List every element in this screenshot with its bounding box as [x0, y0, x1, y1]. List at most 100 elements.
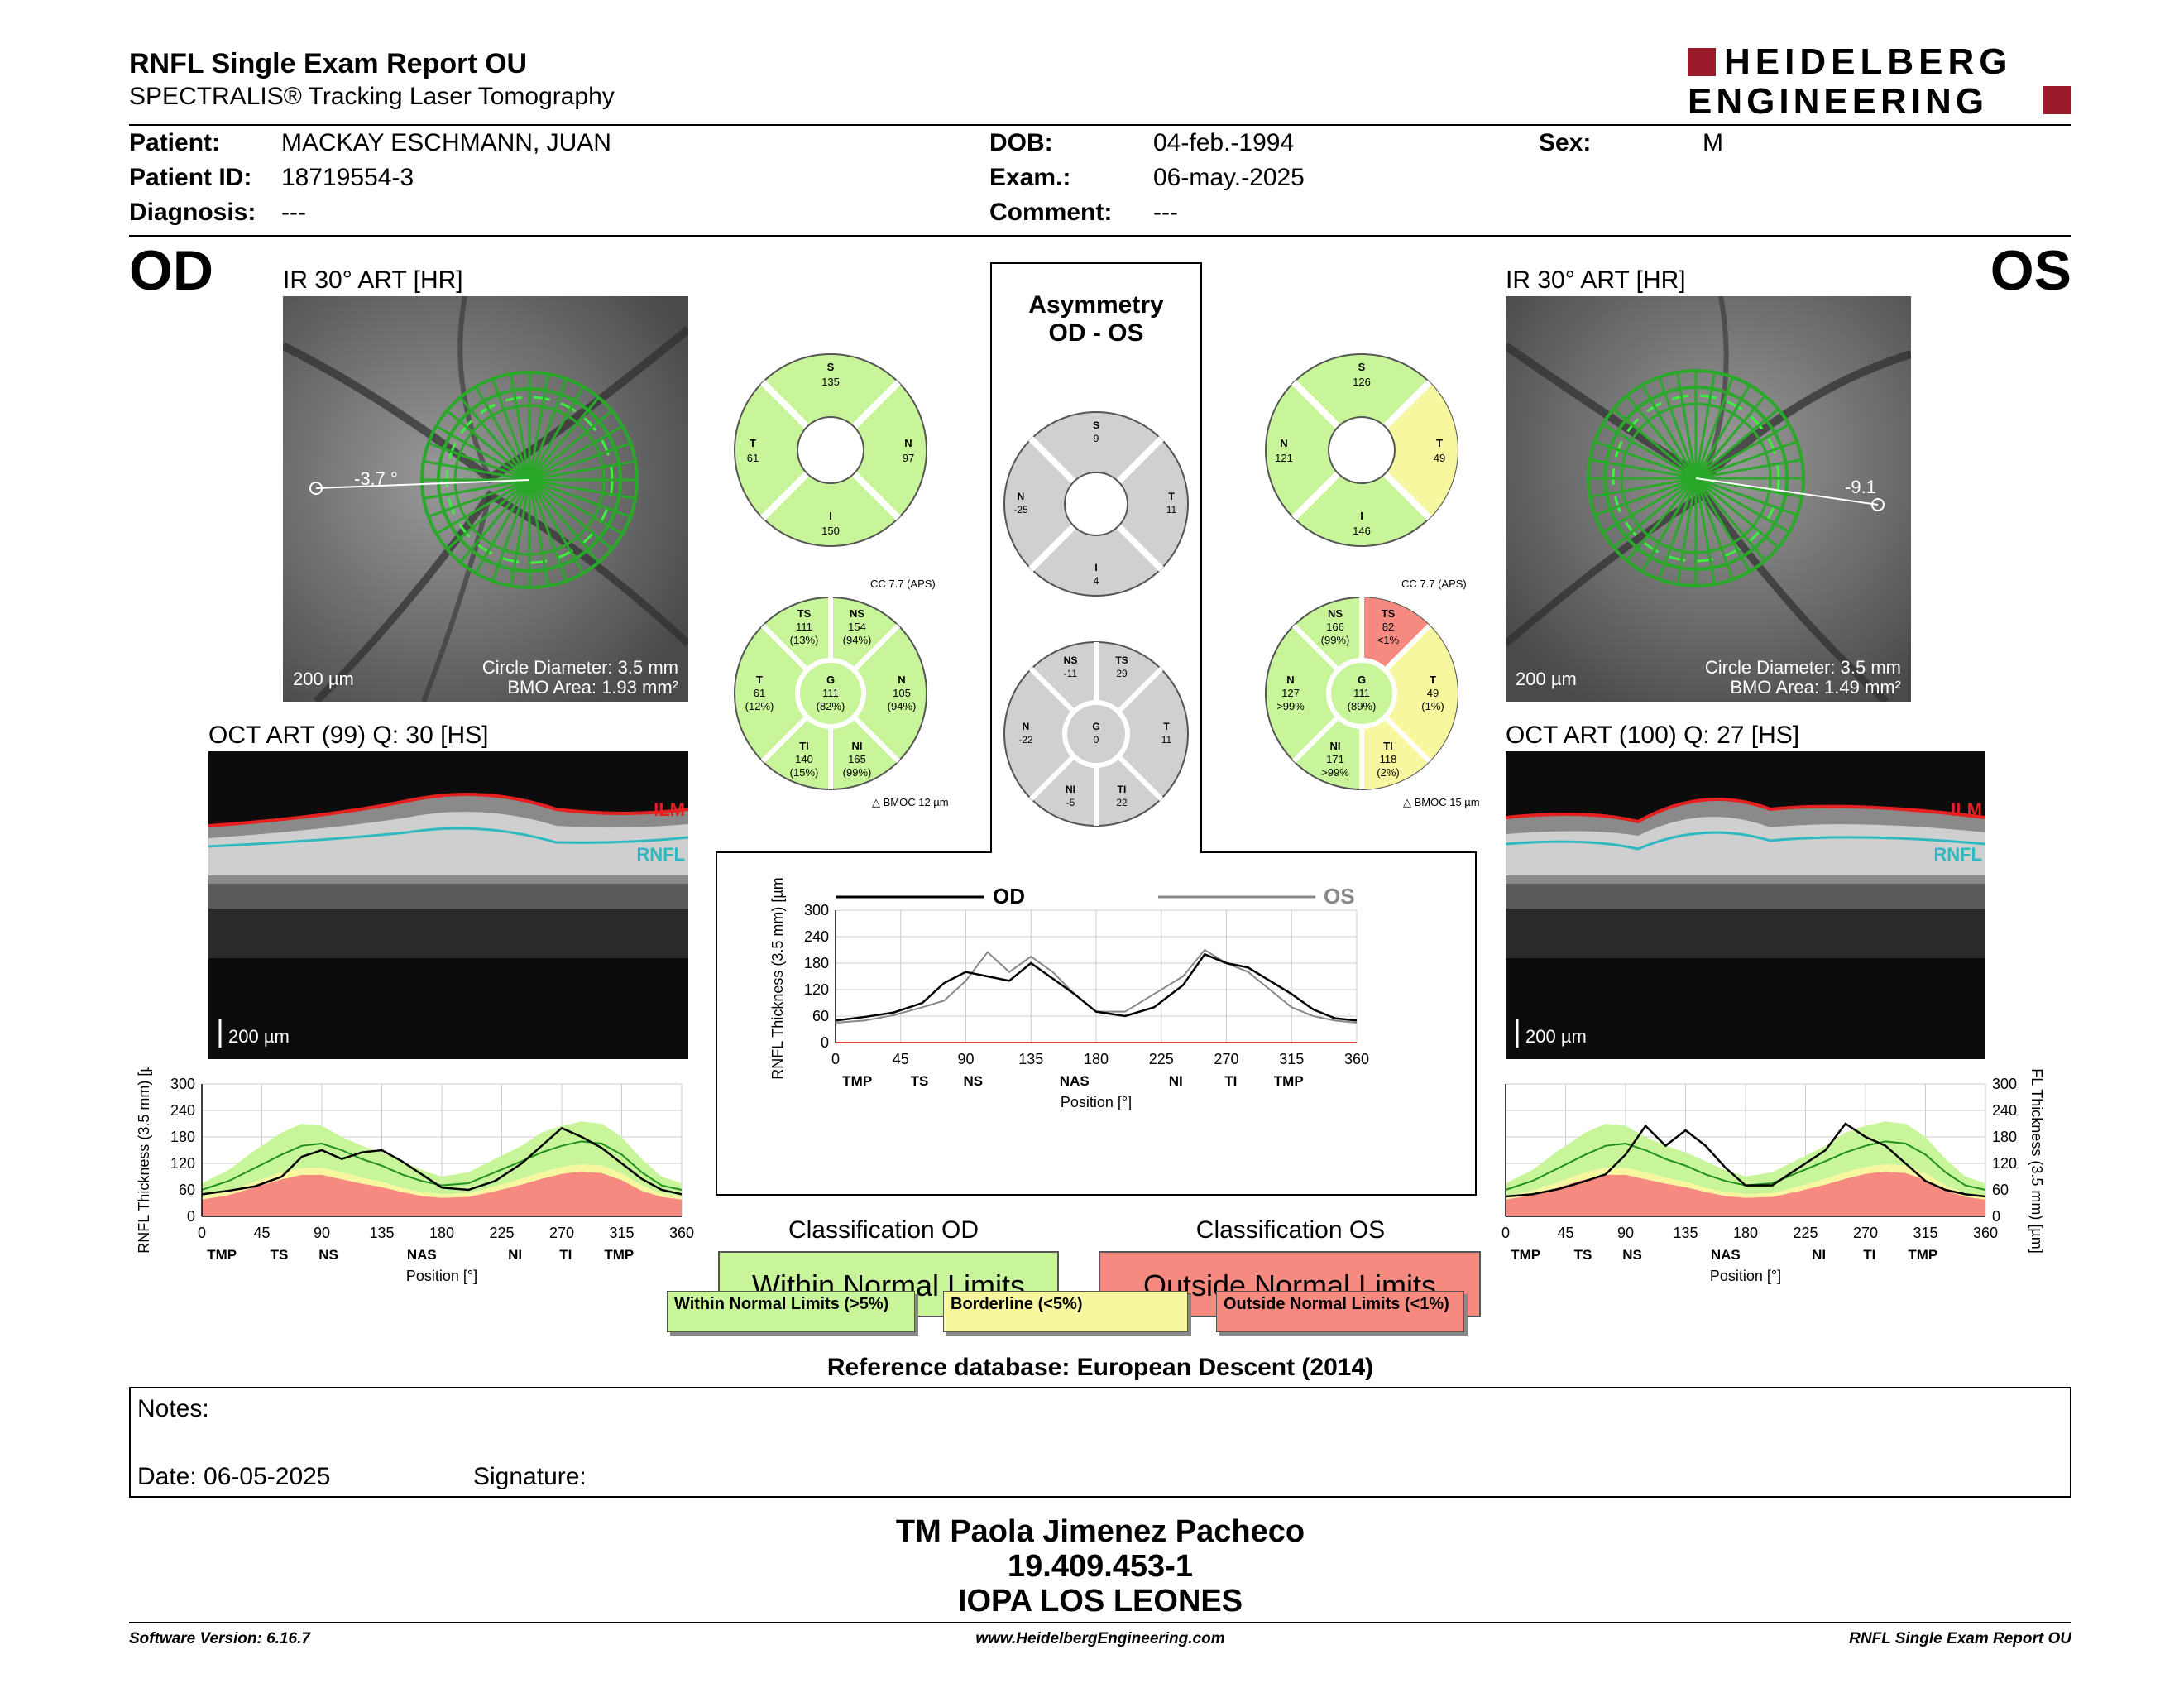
scan-spoke: [1675, 477, 1698, 585]
os6-n-pct: >99%: [1276, 700, 1305, 712]
region-label: TMP: [1511, 1247, 1540, 1263]
od-sector-chart: TS 111 (13%) NS 154 (94%) T 61 (12%) G 1…: [734, 597, 927, 790]
patient-label: Patient:: [129, 129, 221, 156]
od-oct-title: OCT ART (99) Q: 30 [HS]: [208, 722, 489, 749]
od6-ti-value: 140: [795, 753, 813, 765]
x-tick-label: 135: [369, 1225, 394, 1241]
region-label: TS: [1574, 1247, 1592, 1263]
od6-ns-name: NS: [850, 607, 864, 620]
svg-text:N: N: [1280, 437, 1287, 449]
od-cc-label: CC 7.7 (APS): [870, 578, 936, 590]
os-scale-text: 200 µm: [1516, 669, 1577, 689]
borderline-band: [202, 1164, 682, 1200]
notes-box: Notes: Date: 06-05-2025 Signature:: [129, 1387, 2071, 1498]
scan-spoke: [1612, 408, 1697, 480]
scan-spoke: [1640, 384, 1698, 479]
od6-ni-value: 165: [848, 753, 866, 765]
od6-ns-value: 154: [848, 621, 866, 633]
scan-spoke: [1694, 477, 1766, 562]
od-circle-diameter: Circle Diameter: 3.5 mm: [482, 657, 678, 678]
y-tick-label: 0: [1992, 1208, 2000, 1225]
scan-spoke: [428, 442, 530, 482]
asym4-t-value: 11: [1166, 504, 1177, 516]
od-rnfl-label: RNFL: [636, 844, 685, 865]
os-bmoc-label: △ BMOC 15 µm: [1403, 796, 1480, 808]
od6-ts-pct: (13%): [790, 634, 819, 646]
od6-ni-name: NI: [852, 740, 863, 752]
scan-spoke: [1694, 477, 1717, 585]
os6-g-value: 111: [1353, 687, 1370, 699]
asym-quadrant-chart: S 9 N -25 T 11 I 4: [1003, 411, 1189, 597]
exam-label: Exam.:: [989, 164, 1071, 191]
os-thickness-line: [1505, 1122, 1986, 1198]
od6-t-value: 61: [754, 687, 765, 699]
svg-text:NI: NI: [1066, 784, 1075, 795]
notes-label: Notes:: [137, 1395, 209, 1422]
y-tick-label: 300: [1992, 1076, 2017, 1092]
asym6-n-value: -22: [1018, 734, 1033, 746]
scan-spoke: [423, 478, 530, 501]
os4-i-value: 146: [1353, 525, 1371, 537]
x-tick-label: 225: [489, 1225, 514, 1241]
scan-spoke: [528, 479, 550, 587]
svg-text:T: T: [1436, 437, 1443, 449]
report-title: RNFL Single Exam Report OU: [129, 48, 528, 79]
asym6-g-value: 0: [1094, 734, 1099, 746]
scan-spoke: [1694, 384, 1751, 479]
svg-text:T: T: [750, 437, 756, 449]
x-tick-label: 45: [253, 1225, 270, 1241]
x-tick-label: 315: [1279, 1051, 1304, 1067]
od6-ni-pct: (99%): [843, 766, 872, 779]
scan-spoke: [423, 459, 530, 482]
region-label: TI: [1863, 1247, 1875, 1263]
od-oct-scan: ILM RNFL 200 µm: [208, 751, 688, 1059]
normal-mean-line: [201, 1140, 682, 1191]
asymmetry-title-line2: OD - OS: [1048, 319, 1144, 347]
os4-n-value: 121: [1275, 452, 1293, 464]
svg-text:N: N: [1018, 491, 1025, 502]
os6-ti-name: TI: [1383, 740, 1393, 752]
scan-spoke: [428, 478, 530, 518]
y-axis-label: RNFL Thickness (3.5 mm) [µm]: [2028, 1067, 2045, 1254]
sex-label: Sex:: [1539, 129, 1592, 156]
scan-spoke: [1694, 372, 1717, 479]
logo-text-top: HEIDELBERG: [1724, 41, 2013, 82]
region-label: TI: [1224, 1073, 1237, 1089]
y-tick-label: 0: [821, 1034, 829, 1051]
svg-text:TI: TI: [1118, 784, 1127, 795]
os-sector-chart: NS 166 (99%) TS 82 <1% N 127 >99% G 111 …: [1265, 597, 1458, 790]
x-axis-label: Position [°]: [406, 1268, 477, 1284]
os6-ni-value: 171: [1326, 753, 1344, 765]
scan-spoke: [1589, 458, 1697, 480]
x-tick-label: 0: [831, 1051, 840, 1067]
comment-value: ---: [1153, 199, 1178, 226]
x-axis-label: Position [°]: [1061, 1094, 1132, 1110]
asym4-s-value: 9: [1094, 433, 1099, 444]
os-fundus-image: -9.1 200 µm Circle Diameter: 3.5 mm BMO …: [1506, 296, 1911, 702]
x-tick-label: 0: [198, 1225, 206, 1241]
os-oct-scale: 200 µm: [1525, 1026, 1587, 1047]
scan-spoke: [1695, 477, 1790, 534]
y-tick-label: 120: [1992, 1155, 2017, 1172]
region-label: TS: [911, 1073, 929, 1089]
od-bmoc-label: △ BMOC 12 µm: [872, 796, 949, 808]
x-tick-label: 180: [429, 1225, 454, 1241]
diagnosis-label: Diagnosis:: [129, 199, 256, 226]
region-label: TMP: [207, 1247, 237, 1263]
region-label: TMP: [1274, 1073, 1304, 1089]
svg-text:S: S: [1358, 361, 1366, 373]
scan-spoke: [1626, 395, 1698, 479]
x-tick-label: 270: [1214, 1051, 1238, 1067]
reference-database: Reference database: European Descent (20…: [826, 1354, 1374, 1381]
y-axis-label: RNFL Thickness (3.5 mm) [µm]: [769, 877, 786, 1080]
svg-text:N: N: [904, 437, 912, 449]
od4-t-value: 61: [747, 452, 759, 464]
footer-website[interactable]: www.HeidelbergEngineering.com: [975, 1630, 1225, 1647]
os6-t-value: 49: [1427, 687, 1439, 699]
svg-text:G: G: [1092, 721, 1099, 732]
y-tick-label: 240: [804, 928, 829, 945]
scan-spoke: [1640, 477, 1698, 573]
y-tick-label: 120: [170, 1155, 195, 1172]
classification-od-title: Classification OD: [788, 1216, 979, 1244]
svg-text:T: T: [1168, 491, 1175, 502]
